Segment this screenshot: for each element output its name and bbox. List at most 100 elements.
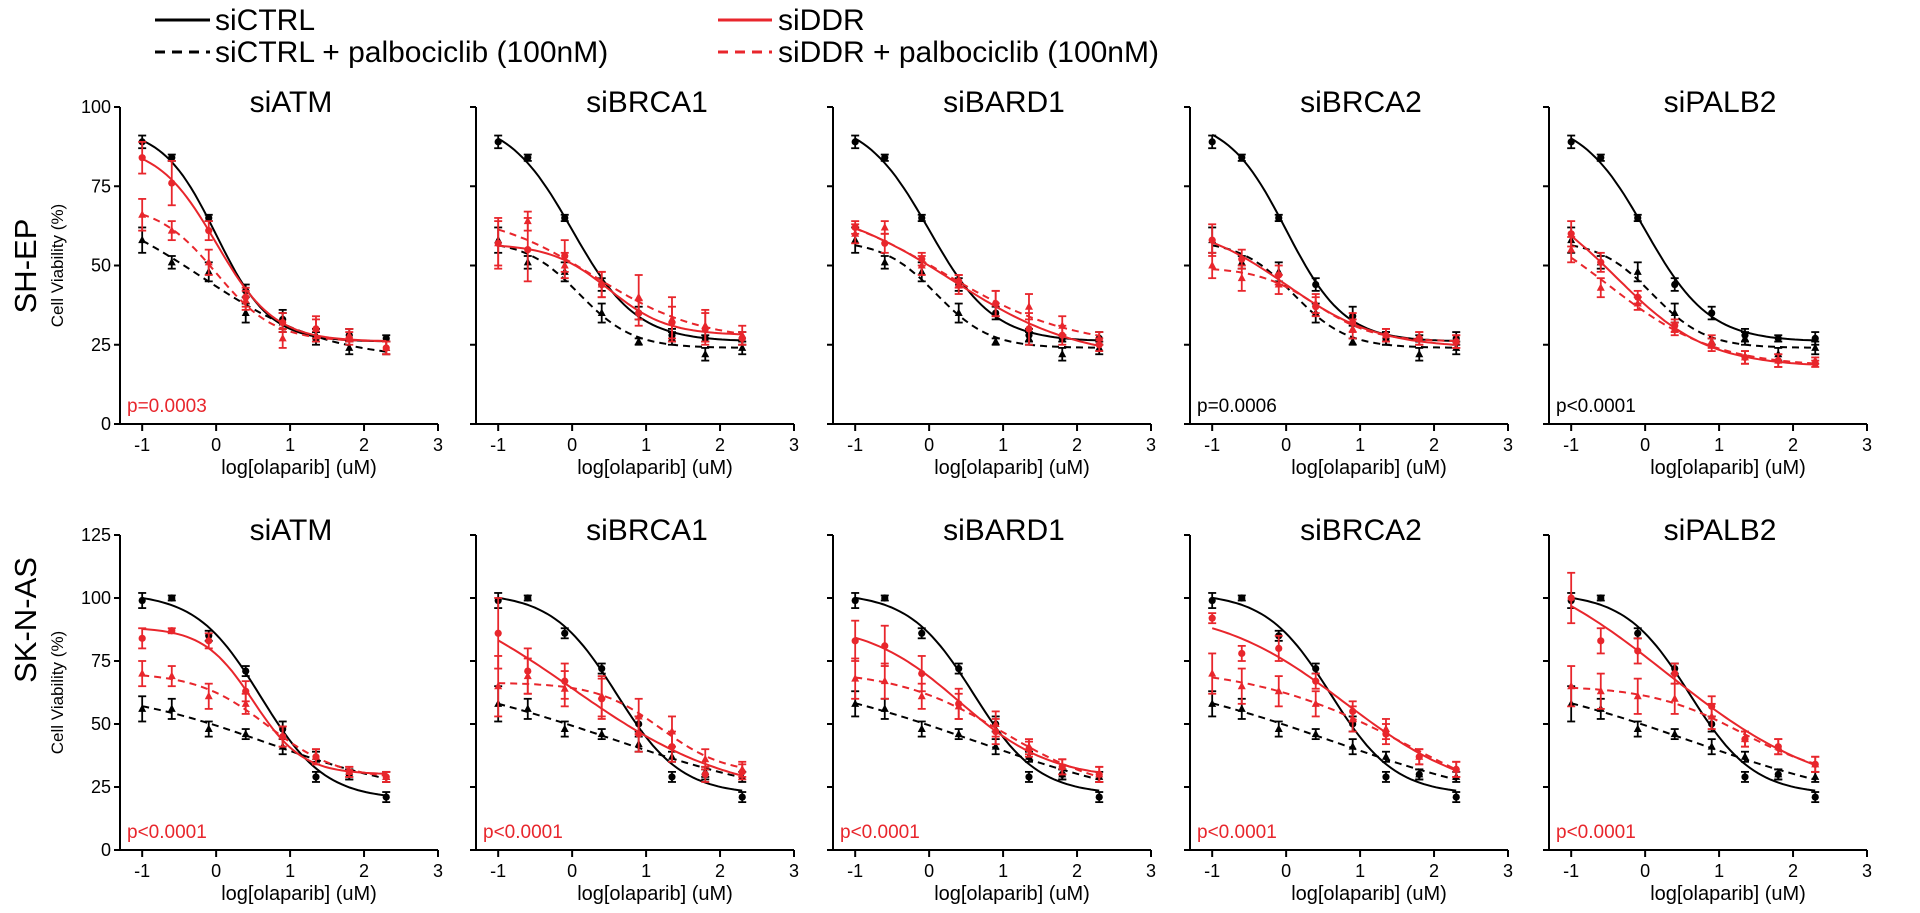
x-tick-label: 1	[1714, 861, 1724, 881]
fit-curve-sictrl-palbociclib	[1570, 702, 1816, 781]
data-point-sictrl-palbociclib	[880, 257, 889, 266]
data-point-siddr-palbociclib	[345, 767, 354, 775]
data-point-siddr-palbociclib	[1707, 337, 1716, 345]
data-point-siddr-palbociclib	[1740, 352, 1749, 361]
p-value-label: p<0.0001	[127, 822, 207, 843]
legend-label-sictrl: siCTRL	[215, 4, 315, 37]
data-point-sictrl	[1312, 664, 1320, 673]
data-point-sictrl	[1708, 309, 1716, 317]
fit-curve-siddr	[141, 158, 387, 342]
data-point-siddr-palbociclib	[880, 676, 889, 685]
x-tick-label: 3	[1146, 861, 1156, 881]
fit-curve-siddr-palbociclib	[855, 676, 1100, 778]
data-point-siddr-palbociclib	[138, 669, 147, 677]
data-point-siddr	[494, 629, 502, 637]
x-tick-label: 0	[924, 435, 934, 455]
data-point-sictrl	[668, 773, 676, 781]
y-tick-label: 0	[101, 840, 111, 860]
data-point-siddr-palbociclib	[382, 343, 391, 351]
data-point-siddr	[1208, 236, 1216, 244]
p-value-label: p=0.0003	[127, 396, 207, 417]
data-point-sictrl	[524, 154, 532, 162]
panel-sk-n-as-sibard1: -1 0 1 2 3 log[olaparib] (uM) siBARD1 p<0.0001	[827, 514, 1156, 905]
data-point-sictrl	[851, 138, 859, 146]
data-point-siddr-palbociclib	[560, 684, 569, 692]
data-point-sictrl	[1095, 793, 1103, 801]
x-tick-label: 2	[715, 435, 725, 455]
data-point-siddr-palbociclib	[278, 333, 287, 342]
data-point-siddr-palbociclib	[1024, 742, 1033, 750]
data-point-siddr-palbociclib	[523, 216, 532, 225]
data-point-siddr-palbociclib	[1274, 280, 1283, 288]
data-point-sictrl	[1774, 334, 1782, 343]
panel-sk-n-as-siatm: 0 25 50 75 100 125 -1 0 1 2 3 log[olaparib] (uM) Cel…	[48, 514, 443, 905]
panel-title: siBRCA1	[586, 514, 708, 547]
x-tick-label: 1	[1714, 435, 1724, 455]
data-point-sictrl-palbociclib	[1415, 769, 1424, 778]
data-point-sictrl-palbociclib	[1740, 333, 1749, 342]
data-point-siddr-palbociclib	[1274, 686, 1283, 695]
data-point-siddr-palbociclib	[1567, 681, 1576, 690]
panel-title: siBRCA1	[586, 86, 708, 119]
fit-curve-sictrl	[1212, 596, 1457, 792]
data-point-siddr-palbociclib	[954, 280, 963, 288]
x-tick-label: 3	[1862, 861, 1872, 881]
p-value-label: p<0.0001	[483, 822, 563, 843]
x-tick-label: 0	[211, 861, 221, 881]
x-tick-label: 3	[433, 435, 443, 455]
data-point-sictrl	[494, 138, 502, 146]
data-point-siddr-palbociclib	[917, 691, 926, 700]
data-point-siddr-palbociclib	[917, 261, 926, 269]
data-point-siddr-palbociclib	[634, 292, 643, 301]
data-point-siddr	[851, 637, 859, 645]
data-point-siddr-palbociclib	[1348, 324, 1357, 332]
legend-label-siddr-palbociclib: siDDR + palbociclib (100nM)	[778, 36, 1159, 69]
data-point-sictrl	[1025, 773, 1033, 781]
p-value-label: p<0.0001	[1556, 396, 1636, 417]
data-point-sictrl-palbociclib	[1237, 704, 1246, 712]
data-point-sictrl-palbociclib	[597, 308, 606, 317]
y-tick-label: 50	[91, 714, 111, 734]
x-tick-label: 2	[1072, 861, 1082, 881]
data-point-siddr-palbociclib	[204, 691, 213, 700]
data-point-siddr-palbociclib	[991, 719, 1000, 727]
data-point-sictrl	[851, 596, 859, 605]
x-tick-label: 0	[567, 861, 577, 881]
data-point-siddr-palbociclib	[241, 699, 250, 707]
fit-curve-siddr-palbociclib	[141, 213, 387, 343]
data-point-sictrl	[1275, 214, 1283, 222]
p-value-label: p=0.0006	[1197, 396, 1277, 417]
x-tick-label: -1	[490, 861, 506, 881]
fit-curve-sictrl	[855, 596, 1100, 792]
data-point-siddr-palbociclib	[278, 732, 287, 740]
data-point-sictrl	[138, 596, 146, 605]
x-tick-label: 3	[789, 435, 799, 455]
panel-sh-ep-sibard1: -1 0 1 2 3 log[olaparib] (uM) siBARD1	[827, 86, 1156, 479]
data-point-siddr-palbociclib	[667, 727, 676, 735]
x-tick-label: 0	[1640, 861, 1650, 881]
fit-curve-siddr	[1570, 605, 1816, 767]
p-value-label: p<0.0001	[1556, 822, 1636, 843]
data-point-siddr-palbociclib	[1311, 699, 1320, 707]
y-tick-label: 75	[91, 176, 111, 196]
data-point-sictrl-palbociclib	[1274, 724, 1283, 733]
data-point-sictrl	[738, 793, 746, 801]
fit-curve-sictrl	[1571, 596, 1816, 792]
x-axis-label: log[olaparib] (uM)	[934, 457, 1090, 479]
x-tick-label: 3	[1146, 435, 1156, 455]
x-tick-label: -1	[490, 435, 506, 455]
data-point-siddr	[1275, 644, 1283, 653]
fit-curve-sictrl	[141, 139, 387, 343]
data-point-siddr	[1238, 255, 1246, 263]
x-axis-label: log[olaparib] (uM)	[1291, 457, 1447, 479]
x-tick-label: 1	[285, 861, 295, 881]
x-tick-label: -1	[1563, 861, 1579, 881]
fit-curve-siddr	[497, 639, 743, 777]
data-point-siddr	[205, 637, 213, 645]
data-point-siddr	[1597, 637, 1605, 645]
x-tick-label: 0	[1640, 435, 1650, 455]
fit-curve-sictrl-palbociclib	[1571, 244, 1816, 349]
y-axis-label: Cell Viability (%)	[48, 204, 67, 327]
data-point-sictrl	[1452, 793, 1460, 801]
panel-title: siPALB2	[1664, 514, 1777, 547]
